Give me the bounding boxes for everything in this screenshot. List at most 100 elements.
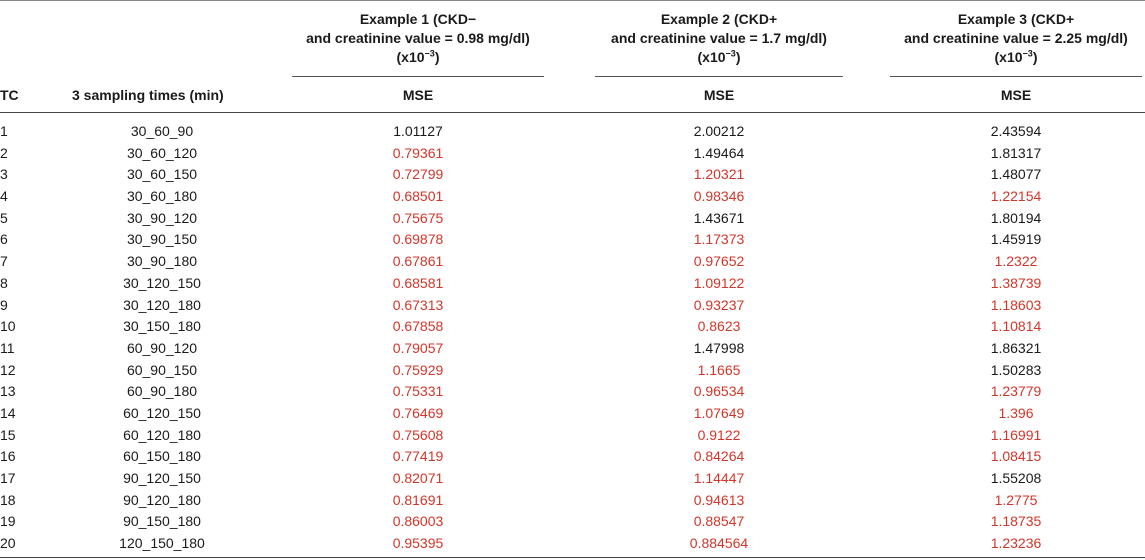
column-header-tc: TC (0, 87, 19, 103)
cell-tc: 12 (0, 361, 16, 378)
cell-mse-example-3: 1.86321 (990, 339, 1042, 356)
cell-mse-example-2: 0.93237 (693, 296, 745, 313)
cell-tc: 17 (0, 470, 16, 486)
cell-tc: 19 (0, 513, 16, 530)
cell-tc: 4 (0, 188, 8, 205)
cell-mse-example-2: 0.84264 (693, 448, 745, 465)
column-header-mse-2: MSE (703, 87, 735, 103)
cell-mse-example-2: 1.49464 (693, 144, 745, 161)
cell-mse-example-3: 1.80194 (990, 209, 1042, 226)
cell-mse-example-1: 0.67861 (392, 253, 444, 270)
table-row: 9 30_120_180 0.67313 0.93237 1.18603 (0, 295, 1145, 317)
table-row: 18 90_120_180 0.81691 0.94613 1.2775 (0, 490, 1145, 512)
table-row: 6 30_90_150 0.69878 1.17373 1.45919 (0, 229, 1145, 251)
cell-mse-example-2: 1.17373 (693, 231, 745, 248)
cell-mse-example-2: 0.96534 (693, 383, 745, 400)
cell-sampling-times: 30_60_120 (126, 144, 198, 161)
cell-sampling-times: 60_90_120 (126, 339, 198, 356)
group-header-line1: Example 2 (CKD+ (660, 11, 778, 27)
cell-mse-example-3: 1.38739 (990, 274, 1042, 291)
cell-mse-example-3: 2.43594 (990, 123, 1042, 139)
cell-mse-example-1: 1.01127 (393, 123, 443, 139)
cell-tc: 11 (0, 339, 15, 356)
cell-mse-example-2: 1.20321 (693, 166, 745, 183)
cell-mse-example-2: 0.94613 (693, 491, 745, 508)
table-row: 4 30_60_180 0.68501 0.98346 1.22154 (0, 186, 1145, 208)
cell-mse-example-1: 0.76469 (392, 404, 444, 421)
cell-mse-example-1: 0.69878 (392, 231, 444, 248)
cell-sampling-times: 60_150_180 (123, 448, 201, 465)
cell-mse-example-1: 0.79057 (392, 339, 444, 356)
cell-sampling-times: 60_120_180 (123, 426, 201, 443)
cell-tc: 18 (0, 491, 16, 508)
cell-sampling-times: 30_90_150 (126, 231, 198, 248)
cell-mse-example-3: 1.55208 (990, 470, 1042, 486)
cell-mse-example-1: 0.86003 (392, 513, 444, 530)
cell-mse-example-2: 0.98346 (693, 188, 745, 205)
cell-tc: 16 (0, 448, 16, 465)
table-row: 10 30_150_180 0.67858 0.8623 1.10814 (0, 316, 1145, 338)
table-row: 8 30_120_150 0.68581 1.09122 1.38739 (0, 273, 1145, 295)
cell-sampling-times: 90_150_180 (123, 513, 201, 530)
cell-mse-example-2: 1.47998 (693, 339, 745, 356)
cell-mse-example-3: 1.23236 (990, 535, 1042, 552)
cell-tc: 2 (0, 144, 8, 161)
cell-tc: 10 (0, 318, 16, 335)
group-header-unit: (x10−3) (994, 48, 1038, 65)
table-row: 13 60_90_180 0.75331 0.96534 1.23779 (0, 381, 1145, 403)
cell-mse-example-2: 1.14447 (693, 470, 745, 486)
cell-mse-example-1: 0.95395 (392, 535, 444, 552)
cell-mse-example-3: 1.22154 (990, 188, 1042, 205)
cell-mse-example-3: 1.396 (998, 404, 1034, 421)
cell-mse-example-1: 0.81691 (392, 491, 444, 508)
cell-mse-example-3: 1.23779 (990, 383, 1042, 400)
group-header-unit: (x10−3) (697, 48, 741, 65)
cell-mse-example-1: 0.77419 (392, 448, 444, 465)
cell-sampling-times: 30_90_180 (126, 253, 198, 270)
cell-tc: 20 (0, 535, 16, 552)
cell-mse-example-3: 1.81317 (990, 144, 1042, 161)
cell-sampling-times: 30_60_150 (126, 166, 198, 183)
cell-mse-example-1: 0.68501 (392, 188, 444, 205)
cell-sampling-times: 30_90_120 (126, 209, 198, 226)
table-top-rule (0, 0, 1145, 1)
cell-mse-example-1: 0.82071 (392, 470, 444, 486)
cell-mse-example-3: 1.48077 (990, 166, 1042, 183)
group-underline-1 (292, 76, 544, 77)
group-header-example-3: Example 3 (CKD+ and creatinine value = 2… (890, 10, 1142, 72)
cell-tc: 7 (0, 253, 8, 270)
cell-tc: 13 (0, 383, 16, 400)
cell-sampling-times: 90_120_180 (123, 491, 201, 508)
cell-mse-example-3: 1.16991 (990, 426, 1042, 443)
cell-sampling-times: 30_120_180 (123, 296, 201, 313)
cell-sampling-times: 90_120_150 (123, 470, 201, 486)
cell-tc: 6 (0, 231, 8, 248)
cell-mse-example-2: 0.97652 (693, 253, 745, 270)
group-header-line2: and creatinine value = 1.7 mg/dl) (611, 30, 827, 46)
header-bottom-rule (0, 112, 1145, 113)
group-header-line2: and creatinine value = 0.98 mg/dl) (306, 30, 530, 46)
cell-mse-example-2: 1.1665 (697, 361, 741, 378)
table-row: 14 60_120_150 0.76469 1.07649 1.396 (0, 403, 1145, 425)
cell-sampling-times: 30_60_90 (130, 123, 194, 139)
cell-mse-example-3: 1.50283 (990, 361, 1042, 378)
cell-mse-example-1: 0.79361 (392, 144, 444, 161)
table-row: 3 30_60_150 0.72799 1.20321 1.48077 (0, 164, 1145, 186)
cell-mse-example-3: 1.10814 (990, 318, 1042, 335)
table-bottom-rule (0, 557, 1145, 558)
cell-sampling-times: 60_90_150 (126, 361, 198, 378)
column-header-mse-1: MSE (402, 87, 434, 103)
cell-mse-example-1: 0.75929 (392, 361, 444, 378)
cell-mse-example-3: 1.45919 (990, 231, 1042, 248)
table-body: 1 30_60_90 1.01127 2.00212 2.43594 2 30_60_120… (0, 121, 1145, 555)
table-row: 15 60_120_180 0.75608 0.9122 1.16991 (0, 425, 1145, 447)
cell-sampling-times: 30_150_180 (123, 318, 201, 335)
table-row: 5 30_90_120 0.75675 1.43671 1.80194 (0, 208, 1145, 230)
group-underline-2 (595, 76, 843, 77)
group-header-unit: (x10−3) (396, 48, 440, 65)
cell-mse-example-1: 0.67313 (392, 296, 444, 313)
cell-mse-example-2: 0.8623 (697, 318, 741, 335)
cell-tc: 9 (0, 296, 8, 313)
cell-mse-example-2: 0.884564 (689, 535, 749, 552)
